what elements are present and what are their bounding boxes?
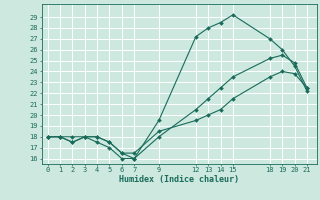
X-axis label: Humidex (Indice chaleur): Humidex (Indice chaleur) bbox=[119, 175, 239, 184]
